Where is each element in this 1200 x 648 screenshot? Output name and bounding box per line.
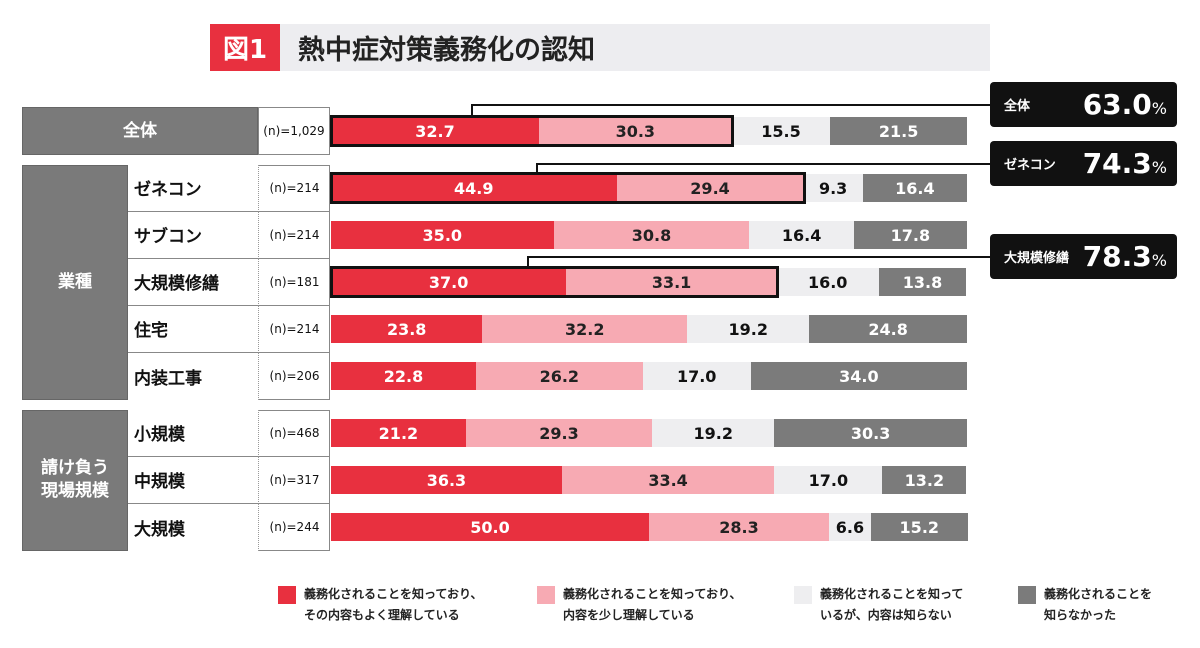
legend-swatch [278, 586, 296, 604]
bar-segment: 50.0 [331, 513, 649, 541]
legend-swatch [794, 586, 812, 604]
bar-segment: 19.2 [652, 419, 775, 447]
row-label: サブコン [128, 211, 258, 259]
figure-badge: 図1 [210, 24, 280, 71]
callout-label: ゼネコン [1004, 158, 1056, 173]
legend-item: 義務化されることを知って いるが、内容は知らない [794, 584, 1044, 634]
legend-item: 義務化されることを知っており、 その内容もよく理解している [278, 584, 528, 634]
callout-line-v [527, 256, 530, 266]
group-label: 請け負う 現場規模 [22, 409, 128, 551]
callout-line-v [536, 163, 539, 172]
legend-item: 義務化されることを知っており、 内容を少し理解している [537, 584, 787, 634]
callout-value: 78.3% [1082, 240, 1167, 273]
bar-segment: 34.0 [750, 362, 967, 390]
legend-label: 義務化されることを知っており、 内容を少し理解している [563, 587, 742, 622]
bar-segment: 13.8 [878, 268, 967, 296]
bar-segment: 9.3 [803, 174, 863, 202]
bar-segment: 30.8 [553, 221, 750, 249]
callout-label: 大規模修繕 [1004, 251, 1070, 266]
legend-swatch [537, 586, 555, 604]
legend-label: 義務化されることを知っており、 その内容もよく理解している [304, 587, 483, 622]
row-label: 住宅 [128, 305, 258, 353]
group-label: 業種 [22, 164, 128, 400]
sample-size: (n)=468 [258, 409, 330, 457]
callout-line-h [527, 256, 990, 258]
bar-segment: 16.4 [862, 174, 967, 202]
chart-title: 熱中症対策義務化の認知 [280, 24, 990, 71]
highlight-box [330, 266, 779, 298]
bar-segment: 37.0 [331, 268, 567, 296]
bar-segment: 32.2 [482, 315, 688, 343]
row-label: 大規模 [128, 503, 258, 551]
callout-value: 74.3% [1082, 147, 1167, 180]
bar-segment: 16.4 [749, 221, 854, 249]
legend-label: 義務化されることを知って いるが、内容は知らない [820, 587, 964, 622]
callout-label: 全体 [1004, 99, 1031, 114]
bar-segment: 21.5 [830, 117, 967, 145]
bar-segment: 17.0 [642, 362, 751, 390]
bar-segment: 29.4 [616, 174, 804, 202]
bar-segment: 16.0 [776, 268, 879, 296]
sample-size: (n)=214 [258, 305, 330, 353]
bar-segment: 21.2 [331, 419, 466, 447]
bar-segment: 22.8 [331, 362, 476, 390]
bar-segment: 13.2 [882, 466, 967, 494]
bar-segment: 6.6 [828, 513, 871, 541]
callout-line-h [536, 163, 990, 165]
callout-value: 63.0% [1082, 88, 1167, 121]
bar-segment: 26.2 [476, 362, 643, 390]
highlight-box [330, 172, 806, 204]
bar-segment: 30.3 [774, 419, 967, 447]
bar-segment: 28.3 [649, 513, 829, 541]
sample-size: (n)=1,029 [258, 107, 330, 155]
row-label: ゼネコン [128, 164, 258, 212]
bar-segment: 36.3 [331, 466, 562, 494]
legend-label: 義務化されることを 知らなかった [1044, 587, 1153, 622]
bar-segment: 33.1 [566, 268, 777, 296]
callout-box: ゼネコン 74.3% [990, 141, 1177, 186]
sample-size: (n)=214 [258, 211, 330, 259]
highlight-box [330, 115, 734, 147]
sample-size: (n)=214 [258, 164, 330, 212]
sample-size: (n)=206 [258, 352, 330, 400]
bar-segment: 35.0 [331, 221, 554, 249]
bar-segment: 17.0 [774, 466, 883, 494]
legend-swatch [1018, 586, 1036, 604]
callout-box: 大規模修繕 78.3% [990, 234, 1177, 279]
callout-line-v [471, 104, 474, 115]
bar-segment: 23.8 [331, 315, 483, 343]
legend-item: 義務化されることを 知らなかった [1018, 584, 1200, 634]
bar-segment: 44.9 [331, 174, 617, 202]
bar-segment: 29.3 [465, 419, 653, 447]
row-label: 小規模 [128, 409, 258, 457]
row-label: 大規模修繕 [128, 258, 258, 306]
bar-segment: 24.8 [809, 315, 967, 343]
bar-segment: 33.4 [561, 466, 775, 494]
bar-segment: 15.2 [870, 513, 968, 541]
bar-segment: 19.2 [687, 315, 810, 343]
group-label: 全体 [22, 107, 258, 155]
bar-segment: 15.5 [731, 117, 831, 145]
sample-size: (n)=181 [258, 258, 330, 306]
callout-box: 全体 63.0% [990, 82, 1177, 127]
sample-size: (n)=317 [258, 456, 330, 504]
bar-segment: 17.8 [853, 221, 967, 249]
bar-segment: 32.7 [331, 117, 539, 145]
bar-segment: 30.3 [538, 117, 732, 145]
callout-line-h [471, 104, 990, 106]
row-label: 内装工事 [128, 352, 258, 400]
row-label: 中規模 [128, 456, 258, 504]
sample-size: (n)=244 [258, 503, 330, 551]
